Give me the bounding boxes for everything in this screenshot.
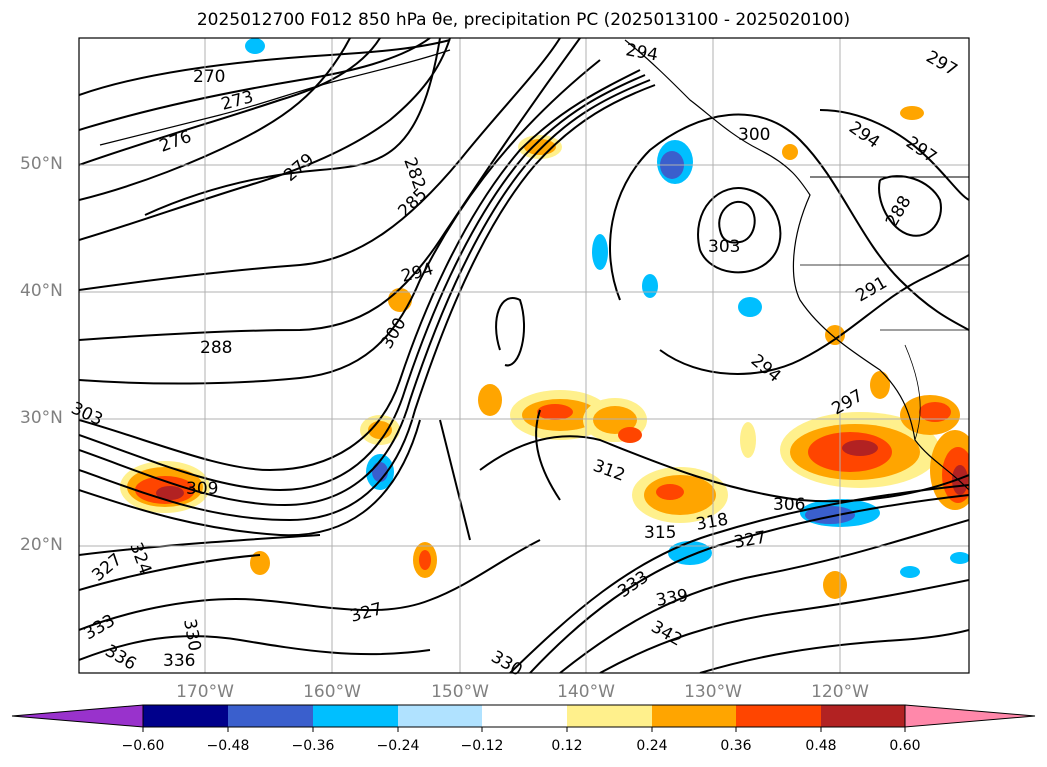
lon-label: 130°W — [684, 682, 742, 702]
contour-label: 306 — [773, 495, 805, 515]
colorbar-tick-label: 0.48 — [805, 738, 837, 754]
contour-label: 303 — [708, 237, 740, 257]
colorbar-tick-label: −0.60 — [121, 738, 165, 754]
colorbar-tick-label: −0.36 — [291, 738, 335, 754]
contour-label: 336 — [163, 651, 195, 671]
contour-label: 270 — [193, 67, 225, 87]
contour-label: 309 — [186, 479, 218, 499]
coastlines — [99, 39, 969, 491]
contour-label: 315 — [644, 523, 676, 543]
colorbar-tick-label: −0.48 — [206, 738, 250, 754]
lat-label: 50°N — [20, 154, 63, 174]
lon-label: 150°W — [431, 682, 489, 702]
colorbar — [11, 704, 1036, 732]
lat-label: 20°N — [20, 535, 63, 555]
lat-label: 40°N — [20, 281, 63, 301]
colorbar-tick-label: 0.36 — [720, 738, 752, 754]
colorbar-tick-label: 0.12 — [551, 738, 583, 754]
lon-label: 120°W — [811, 682, 869, 702]
lat-label: 30°N — [20, 408, 63, 428]
contour-label: 288 — [200, 338, 232, 358]
colorbar-tick-label: −0.12 — [460, 738, 504, 754]
colorbar-tick-label: −0.24 — [376, 738, 420, 754]
theta-e-contours — [79, 38, 969, 673]
lon-label: 160°W — [303, 682, 361, 702]
colorbar-tick-label: 0.24 — [636, 738, 668, 754]
map-border — [78, 37, 970, 674]
lon-label: 140°W — [557, 682, 615, 702]
graticule — [79, 38, 969, 673]
map-title: 2025012700 F012 850 hPa θe, precipitatio… — [196, 10, 851, 30]
colorbar-tick-label: 0.60 — [889, 738, 921, 754]
lon-label: 170°W — [176, 682, 234, 702]
contour-label: 300 — [738, 125, 770, 145]
